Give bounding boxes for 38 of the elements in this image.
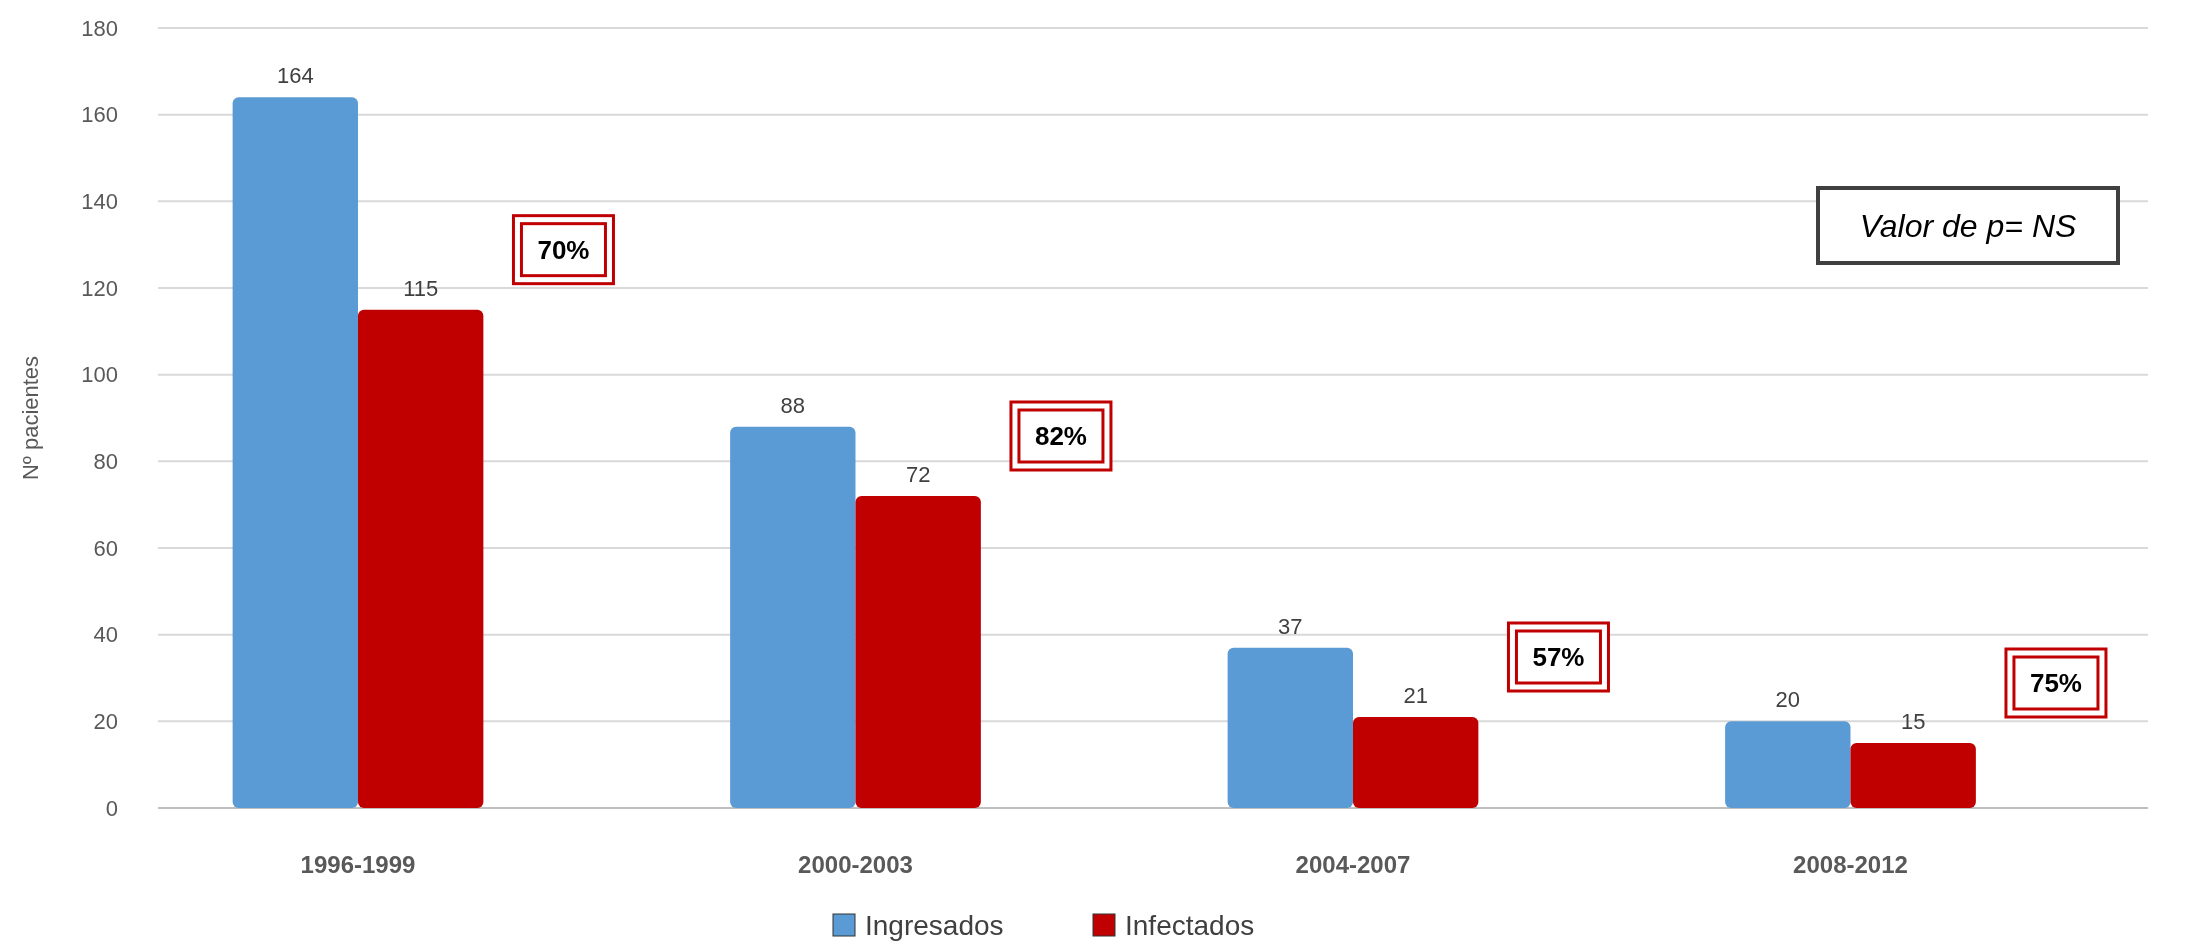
legend-label: Ingresados (865, 909, 1004, 941)
y-tick-label: 120 (81, 275, 118, 301)
bar (1352, 717, 1479, 808)
bar (1850, 743, 1976, 808)
y-axis-title: Nº pacientes (18, 355, 43, 481)
annotation: 82% (1034, 421, 1087, 452)
data-label: 88 (780, 392, 806, 418)
bar (1725, 721, 1851, 808)
data-label: 37 (1278, 613, 1303, 639)
bar (855, 496, 981, 808)
y-tick-label: 20 (93, 709, 118, 735)
y-tick-label: 160 (81, 102, 118, 128)
y-tick-label: 0 (105, 795, 118, 821)
data-label: 15 (1900, 709, 1926, 734)
y-tick-label: 60 (93, 535, 118, 561)
data-label: 164 (276, 63, 314, 89)
annotation: 70% (537, 234, 590, 265)
y-tick-label: 40 (93, 622, 118, 648)
data-label: 20 (1775, 687, 1801, 713)
x-tick-label: 2000-2003 (798, 851, 913, 878)
data-label: 21 (1403, 683, 1428, 708)
y-tick-label: 80 (93, 449, 118, 475)
x-tick-label: 2004-2007 (1295, 851, 1411, 878)
annotation: 57% (1532, 642, 1585, 673)
y-tick-label: 180 (81, 15, 118, 41)
legend-label: Infectados (1125, 909, 1255, 941)
annotation: 75% (2029, 668, 2082, 699)
bar (730, 426, 856, 808)
bar (358, 309, 484, 808)
data-label: 72 (905, 462, 931, 487)
annotation: Valor de p= NS (1859, 208, 2077, 245)
data-label: 115 (403, 275, 439, 301)
bar (1227, 647, 1353, 808)
x-tick-label: 1996-1999 (300, 851, 416, 878)
x-tick-label: 2008-2012 (1793, 851, 1908, 878)
y-tick-label: 140 (81, 189, 118, 215)
bar (232, 97, 358, 808)
y-tick-label: 100 (81, 362, 118, 388)
